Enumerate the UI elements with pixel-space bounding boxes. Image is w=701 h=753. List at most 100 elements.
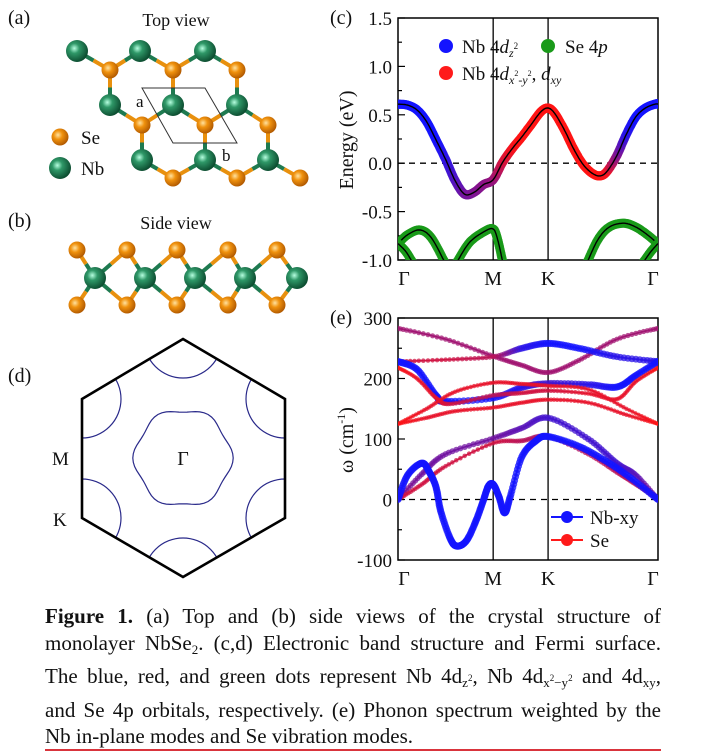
phonon-segment <box>461 543 464 546</box>
legend-marker-se <box>561 534 573 546</box>
phonon-segment <box>517 387 520 390</box>
phonon-segment <box>632 382 635 386</box>
phonon-segment <box>580 446 585 450</box>
phonon-segment <box>461 343 467 347</box>
phonon-segment <box>581 356 586 360</box>
phonon-segment <box>525 424 529 427</box>
se-atom <box>228 61 246 79</box>
phonon-segment <box>416 463 420 466</box>
phonon-segment <box>421 374 425 378</box>
phonon-segment <box>601 405 605 409</box>
phonon-segment <box>510 350 514 353</box>
phonon-segment <box>437 413 441 416</box>
phonon-segment <box>477 513 480 516</box>
phonon-segment <box>552 370 556 373</box>
phonon-segment <box>656 422 658 425</box>
phonon-segment <box>626 474 630 478</box>
phonon-segment <box>632 410 636 414</box>
phonon-segment <box>623 382 626 385</box>
phonon-segment <box>531 436 535 439</box>
phonon-segment <box>462 400 468 403</box>
phonon-segment <box>639 330 644 334</box>
phonon-segment <box>507 500 510 504</box>
phonon-segment <box>407 485 412 489</box>
phonon-segment <box>450 539 453 542</box>
phonon-segment <box>411 365 414 368</box>
phonon-segment <box>440 511 443 515</box>
phonon-segment <box>446 530 449 534</box>
se-atom <box>168 296 186 314</box>
k-pocket <box>143 537 223 577</box>
phonon-segment <box>556 437 560 441</box>
phonon-segment <box>575 359 580 363</box>
phonon-segment <box>528 445 531 448</box>
phonon-segment <box>447 411 450 414</box>
bands <box>398 99 658 260</box>
phonon-segment <box>596 394 600 397</box>
phonon-segment <box>521 346 525 350</box>
phonon-segment <box>502 511 505 514</box>
phonon-segment <box>620 356 625 359</box>
caption-line: and Se 4p orbitals, respectively. (e) Ph… <box>45 697 661 724</box>
phonon-segment <box>620 412 624 415</box>
band <box>639 238 658 260</box>
phonon-segment <box>418 379 421 382</box>
phonon-segment <box>584 436 589 440</box>
phonon-segment <box>584 348 588 351</box>
phonon-segment <box>431 393 434 396</box>
phonon-segment <box>468 443 474 447</box>
phonon-segment <box>575 444 580 448</box>
phonon-segment <box>606 461 610 464</box>
phonon-segment <box>538 437 540 440</box>
phonon-segment <box>564 423 569 427</box>
phonon-segment <box>626 380 629 383</box>
phonon-segment <box>440 401 443 404</box>
caption-text: Nb in-plane modes and Se vibration modes… <box>45 724 414 749</box>
phonon-segment <box>445 463 450 467</box>
nb-legend-label: Nb <box>81 159 104 180</box>
phonon-segment <box>587 349 592 352</box>
phonon-segment <box>614 460 618 464</box>
y-axis-label: Energy (eV) <box>336 90 358 189</box>
phonon-segment <box>584 354 589 358</box>
phonon-segment <box>650 493 654 497</box>
caption-line: Nb in-plane modes and Se vibration modes… <box>45 723 661 750</box>
phonon-segment <box>415 418 419 421</box>
phonon-segment <box>564 365 569 368</box>
phonon-segment <box>428 384 432 389</box>
phonon-segment <box>503 352 507 355</box>
phonon-segment <box>414 486 419 490</box>
phonon-segment <box>417 485 421 488</box>
phonon-segment <box>523 450 526 454</box>
phonon-segment <box>432 335 438 338</box>
phonon-segment <box>641 369 645 373</box>
phonon-segment <box>489 355 494 358</box>
phonon-segment <box>649 420 653 424</box>
phonon-segment <box>590 440 595 444</box>
phonon-segment <box>403 478 407 482</box>
phonon-segment <box>521 386 525 389</box>
phonon-segment <box>456 447 461 451</box>
y-tick-label: 1.0 <box>368 57 392 78</box>
caption-text: 2 <box>191 641 199 657</box>
x-tick-label: M <box>484 268 502 290</box>
phonon-segment <box>487 382 491 385</box>
phonon-segment <box>529 437 533 440</box>
phonon-segment <box>632 479 637 483</box>
phonon-segment <box>613 465 616 468</box>
phonon-segment <box>466 399 472 402</box>
phonon-segment <box>629 414 633 418</box>
phonon-segment <box>501 358 505 361</box>
phonon-segment <box>454 389 459 393</box>
se-atom <box>133 116 151 134</box>
phonon-segment <box>522 452 525 456</box>
gamma-pocket <box>132 410 234 506</box>
phonon-segment <box>495 435 500 439</box>
phonon-segment <box>428 471 431 474</box>
phonon-segment <box>453 340 459 344</box>
phonon-segment <box>614 409 618 413</box>
phonon-segment <box>485 438 491 442</box>
phonon-segment <box>656 497 658 501</box>
phonon-segment <box>415 412 420 416</box>
phonon-segment <box>536 370 540 373</box>
